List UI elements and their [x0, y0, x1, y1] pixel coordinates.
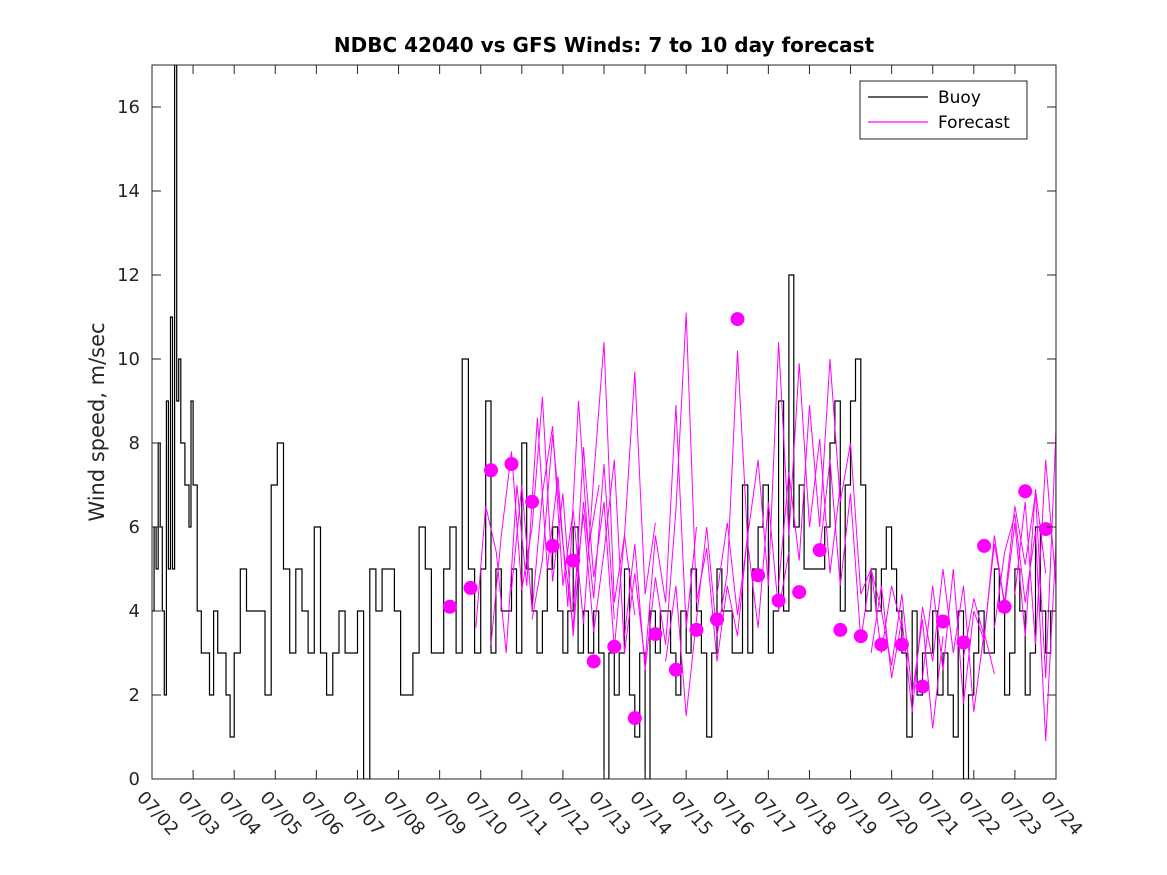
- forecast-run-13: [993, 514, 1056, 742]
- x-tick-label: 07/20: [872, 787, 922, 840]
- forecast-series: [475, 312, 1056, 742]
- forecast-run-8: [778, 358, 903, 654]
- x-tick-label: 07/23: [995, 787, 1045, 840]
- x-tick-label: 07/08: [379, 787, 429, 840]
- x-tick-label: 07/17: [749, 787, 799, 840]
- forecast-run-11: [922, 489, 1047, 704]
- forecast-marker: [463, 580, 478, 595]
- y-tick-label: 12: [117, 265, 140, 286]
- y-tick-label: 10: [117, 349, 140, 370]
- forecast-marker: [1038, 522, 1053, 537]
- legend-box: [859, 80, 1028, 140]
- forecast-run-0: [475, 400, 600, 654]
- forecast-run-5: [624, 312, 749, 670]
- forecast-marker: [710, 612, 724, 627]
- forecast-marker: [607, 639, 622, 654]
- forecast-marker: [484, 463, 498, 478]
- forecast-marker: [648, 627, 663, 642]
- forecast-run-9: [819, 459, 944, 729]
- forecast-marker: [689, 622, 704, 637]
- y-tick-label: 14: [117, 181, 140, 202]
- forecast-marker: [751, 568, 766, 583]
- y-tick-label: 0: [129, 769, 140, 790]
- forecast-marker: [1018, 484, 1033, 499]
- chart-title: NDBC 42040 vs GFS Winds: 7 to 10 day for…: [334, 33, 875, 57]
- forecast-marker: [936, 614, 950, 629]
- forecast-run-10: [870, 568, 995, 712]
- x-tick-label: 07/18: [790, 787, 840, 840]
- y-tick-label: 4: [129, 601, 140, 622]
- y-tick-label: 16: [117, 97, 140, 118]
- forecast-marker: [771, 593, 786, 608]
- forecast-run-14: [1014, 459, 1056, 645]
- x-tick-label: 07/07: [338, 787, 388, 840]
- forecast-run-1: [490, 396, 615, 645]
- x-tick-label: 07/05: [256, 787, 306, 840]
- forecast-marker: [812, 543, 827, 558]
- forecast-marker: [668, 662, 683, 677]
- x-tick-label: 07/03: [173, 787, 223, 840]
- forecast-marker: [545, 538, 560, 553]
- forecast-marker: [792, 585, 807, 600]
- forecast-marker: [977, 538, 992, 553]
- forecast-marker: [874, 637, 889, 652]
- x-tick-label: 07/10: [461, 787, 511, 840]
- x-tick-label: 07/02: [132, 787, 182, 840]
- forecast-marker: [504, 457, 519, 471]
- forecast-run-6: [665, 350, 790, 717]
- legend: Buoy Forecast: [859, 80, 1028, 140]
- x-tick-label: 07/16: [708, 787, 758, 840]
- x-tick-label: 07/24: [1036, 787, 1086, 840]
- forecast-marker: [730, 312, 745, 327]
- forecast-marker: [586, 654, 601, 669]
- legend-forecast-label: Forecast: [938, 113, 1010, 133]
- x-tick-label: 07/12: [543, 787, 593, 840]
- x-tick-label: 07/09: [420, 787, 470, 840]
- forecast-marker: [566, 553, 581, 568]
- x-tick-label: 07/04: [214, 787, 264, 840]
- forecast-markers: [442, 312, 1053, 726]
- forecast-marker: [627, 711, 642, 726]
- forecast-marker: [833, 622, 848, 637]
- forecast-run-7: [716, 342, 841, 616]
- y-tick-label: 6: [129, 517, 140, 538]
- forecast-run-2: [511, 342, 636, 624]
- forecast-marker: [894, 637, 909, 652]
- x-tick-label: 07/14: [625, 787, 675, 840]
- y-tick-label: 2: [129, 685, 140, 706]
- forecast-run-4: [572, 405, 697, 662]
- y-tick-label: 8: [129, 433, 140, 454]
- forecast-marker: [956, 635, 971, 650]
- x-tick-label: 07/13: [584, 787, 634, 840]
- forecast-run-3: [531, 371, 656, 649]
- x-tick-label: 07/15: [666, 787, 716, 840]
- plot-area: 024681012141607/0207/0307/0407/0507/0607…: [117, 64, 1087, 840]
- x-tick-label: 07/22: [954, 787, 1004, 840]
- forecast-run-12: [963, 430, 1056, 679]
- legend-buoy-label: Buoy: [938, 88, 981, 108]
- forecast-marker: [525, 494, 540, 509]
- x-tick-label: 07/21: [913, 787, 963, 840]
- forecast-marker: [915, 679, 930, 694]
- x-tick-label: 07/06: [297, 787, 347, 840]
- forecast-marker: [442, 599, 457, 614]
- x-tick-label: 07/19: [831, 787, 881, 840]
- y-axis-label: Wind speed, m/sec: [85, 322, 109, 521]
- forecast-marker: [997, 599, 1012, 614]
- x-tick-label: 07/11: [502, 787, 552, 840]
- forecast-marker: [853, 629, 868, 644]
